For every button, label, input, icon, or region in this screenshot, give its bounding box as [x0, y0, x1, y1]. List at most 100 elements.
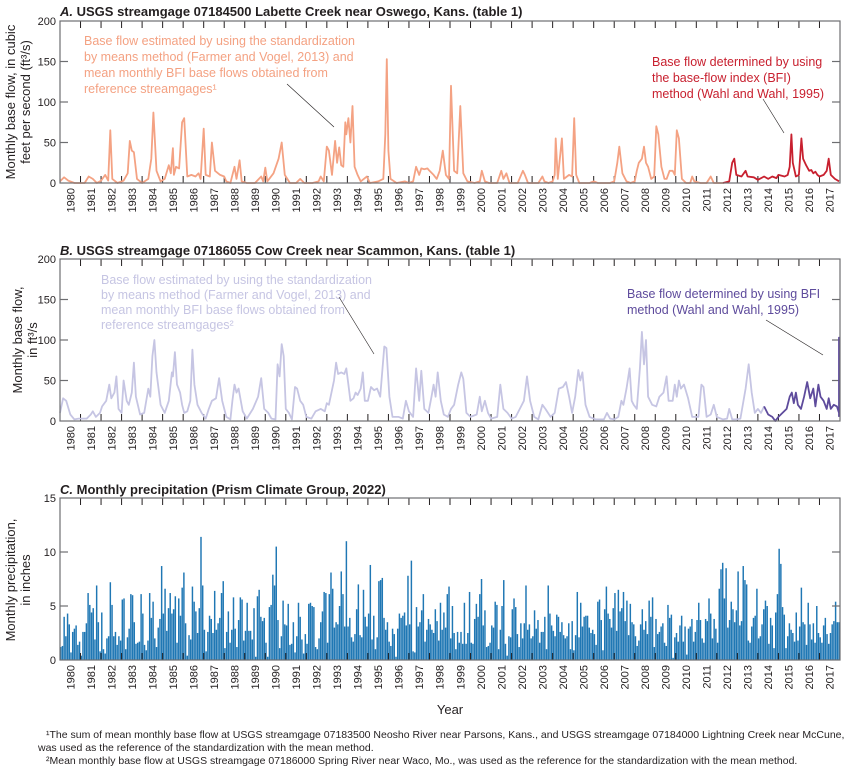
precip-bar [763, 609, 765, 660]
precip-bar [788, 623, 791, 660]
panel-b-ylabel: Monthly base flow, in ft³/s [10, 287, 40, 394]
precip-bar [342, 594, 344, 660]
precip-bar [756, 588, 758, 660]
precip-bar [160, 566, 163, 660]
precip-bar [617, 589, 620, 660]
xtick-label: 2013 [743, 665, 755, 689]
precip-bar [573, 650, 575, 660]
precip-bar [643, 629, 645, 660]
precip-bar [672, 657, 674, 660]
precip-bar [178, 598, 180, 660]
xtick-label: 2010 [681, 426, 693, 450]
precip-bar [609, 618, 611, 660]
series-bfi-line [763, 336, 840, 422]
annotation-line: by means method (Farmer and Vogel, 2013)… [84, 50, 354, 64]
precip-bar [667, 604, 669, 660]
precip-bar [186, 655, 189, 660]
panel-b: B. USGS streamgage 07186055 Cow Creek ne… [10, 243, 841, 450]
precip-bar [537, 620, 539, 660]
precip-bar [805, 644, 808, 660]
xtick-label: 2006 [599, 665, 611, 689]
ytick-label: 200 [38, 254, 56, 266]
precip-bar [355, 609, 358, 660]
xtick-label: 2009 [661, 665, 673, 689]
precip-bar [497, 649, 500, 660]
panel-b-frame [59, 258, 841, 422]
precip-bar [321, 611, 324, 660]
xtick-label: 1980 [65, 665, 77, 689]
precip-bar [533, 610, 536, 660]
precip-bar [337, 624, 339, 660]
panel-b-letter: B. [60, 243, 73, 258]
annotation-line: by means method (Farmer and Vogel, 2013)… [101, 288, 371, 302]
precip-bar [196, 633, 199, 660]
precip-bar [458, 642, 461, 660]
precip-bar [369, 564, 372, 660]
xtick-label: 1994 [353, 665, 365, 689]
xtick-label: 2016 [804, 665, 816, 689]
precip-bar [190, 639, 192, 660]
precip-bar [301, 639, 303, 660]
precip-bar [323, 591, 325, 660]
precip-bar [509, 637, 512, 660]
precip-bar [78, 641, 81, 660]
xtick-label: 1992 [312, 188, 324, 212]
precip-bar [183, 572, 185, 660]
precip-bar [472, 643, 474, 660]
precip-bar [494, 601, 496, 660]
xtick-label: 2009 [661, 426, 673, 450]
precip-bar [467, 633, 469, 660]
precip-bar [113, 636, 115, 660]
precip-bar [679, 625, 681, 660]
precip-bar [231, 629, 233, 660]
xtick-label: 1981 [86, 426, 98, 450]
precip-bar [588, 627, 591, 660]
panel-c-ylabel-line1: Monthly precipitation, [3, 519, 18, 642]
annotation-line: Base flow determined by using [652, 55, 822, 69]
precip-bar [287, 603, 289, 660]
annotation-line: mean monthly BFI base flows obtained fro… [101, 303, 345, 317]
precip-bar [444, 627, 447, 660]
precip-bar [633, 624, 635, 660]
panel-a-frame [59, 20, 841, 184]
precip-bar [740, 621, 743, 660]
annotation-line: Base flow estimated by using the standar… [84, 34, 355, 48]
precip-bar [829, 633, 832, 660]
xtick-label: 2004 [558, 665, 570, 689]
precip-bar [656, 634, 659, 660]
precip-bar [154, 638, 156, 660]
xtick-label: 1984 [147, 188, 159, 212]
precip-bar [340, 571, 342, 660]
xtick-label: 2013 [743, 426, 755, 450]
precip-bar [701, 638, 703, 660]
precip-bar [544, 616, 546, 660]
xtick-label: 2008 [640, 426, 652, 450]
precip-bar [400, 617, 402, 660]
xtick-label: 1992 [312, 665, 324, 689]
precip-bar [790, 629, 792, 660]
precip-bar [265, 642, 267, 660]
xtick-label: 1998 [435, 426, 447, 450]
xtick-label: 2007 [619, 426, 631, 450]
precip-bar [179, 615, 182, 660]
precip-bar [101, 612, 103, 660]
precip-bar [436, 621, 438, 660]
precip-bar [477, 616, 479, 660]
precip-bar [87, 593, 89, 660]
precip-bar [253, 608, 255, 660]
xtick-label: 1998 [435, 188, 447, 212]
xtick-label: 1999 [455, 665, 467, 689]
precip-bar [107, 636, 110, 660]
panel-c-frame [59, 497, 841, 661]
precip-bar [699, 620, 702, 660]
panel-c-title: C. Monthly precipitation (Prism Climate … [60, 482, 386, 497]
precip-bar [460, 631, 462, 660]
xtick-label: 1996 [394, 188, 406, 212]
precip-bar [833, 621, 835, 660]
precip-bar [331, 588, 334, 660]
precip-bar [383, 617, 385, 660]
precip-bar [326, 642, 329, 660]
precip-bar [518, 647, 520, 660]
precip-bar [316, 649, 319, 660]
precip-bar [463, 602, 466, 660]
